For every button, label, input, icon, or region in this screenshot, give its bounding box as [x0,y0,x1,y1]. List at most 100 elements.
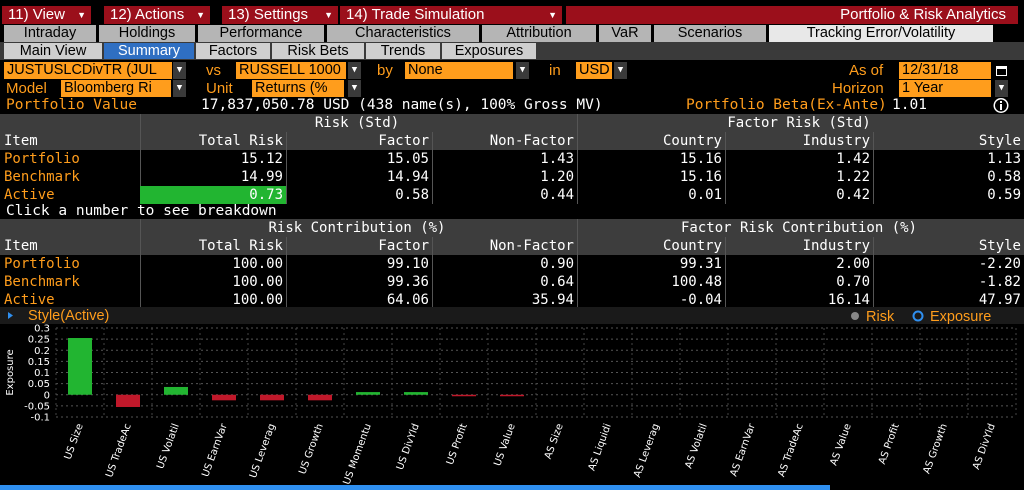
table-cell[interactable]: 100.00 [232,256,283,272]
table-cell[interactable]: 15.16 [679,151,722,167]
x-tick-label: US Leverag [248,422,278,479]
table-cell[interactable]: -2.20 [978,256,1021,272]
table-cell[interactable]: 99.31 [679,256,722,272]
tab-var[interactable]: VaR [599,25,651,42]
currency-select[interactable]: USD [576,62,612,79]
risk-std-group-label: Risk (Std) [314,115,400,131]
unit-select[interactable]: Returns (% [252,80,344,97]
table-cell[interactable]: 1.13 [987,151,1021,167]
menu-settings-label: 13) Settings [228,6,309,23]
col-item: Item [4,238,38,254]
as-of-date-field[interactable]: 12/31/18 [899,62,991,79]
subtab-trends[interactable]: Trends [366,43,440,59]
subtab-risk-bets[interactable]: Risk Bets [272,43,364,59]
col-country: Country [662,238,722,254]
tab-characteristics[interactable]: Characteristics [327,25,479,42]
table-cell[interactable]: 0.59 [987,187,1021,203]
x-tick-label: US DivYld [395,422,422,471]
chevron-down-icon[interactable]: ▼ [348,80,361,97]
x-tick-label: AS DivYld [971,422,998,471]
menu-trade-simulation[interactable]: 14) Trade Simulation ▼ [340,6,562,24]
x-tick-label: AS Leverag [632,422,662,479]
table-cell[interactable]: 2.00 [836,256,870,272]
subtab-main-view[interactable]: Main View [4,43,102,59]
table-cell[interactable]: 0.58 [987,169,1021,185]
table-cell[interactable]: -0.04 [679,292,722,308]
tab-performance[interactable]: Performance [198,25,324,42]
col-style: Style [978,133,1021,149]
table-cell[interactable]: 64.06 [386,292,429,308]
menu-view[interactable]: 11) View ▼ [2,6,91,24]
click-hint-row: Click a number to see breakdown [0,203,1024,221]
chevron-down-icon[interactable]: ▼ [173,80,186,97]
model-select[interactable]: Bloomberg Ri [61,80,171,97]
risk-contribution-group-label: Risk Contribution (%) [268,220,446,236]
table-cell[interactable]: 0.01 [688,187,722,203]
chevron-down-icon[interactable]: ▼ [995,80,1008,97]
x-tick-label: AS Size [543,422,566,460]
table-cell[interactable]: 1.20 [540,169,574,185]
main-tabs: Intraday Holdings Performance Characteri… [0,24,1024,42]
col-industry: Industry [802,238,870,254]
row-label: Portfolio [4,256,80,272]
table-cell[interactable]: 1.22 [836,169,870,185]
table-row: Active 0.73 0.58 0.44 0.01 0.42 0.59 [0,186,1024,204]
subtab-factors[interactable]: Factors [196,43,270,59]
row-label: Benchmark [4,169,80,185]
info-icon[interactable] [991,97,1011,114]
table-cell[interactable]: 1.42 [836,151,870,167]
benchmark-select[interactable]: RUSSELL 1000 [236,62,346,79]
table-cell[interactable]: 16.14 [827,292,870,308]
calendar-icon[interactable] [995,62,1008,79]
sub-tabs: Main View Summary Factors Risk Bets Tren… [0,42,1024,60]
table-cell[interactable]: 0.90 [540,256,574,272]
tab-tracking-error-volatility[interactable]: Tracking Error/Volatility [769,25,993,42]
table-cell[interactable]: 15.12 [240,151,283,167]
tab-intraday[interactable]: Intraday [4,25,96,42]
table-cell[interactable]: 0.70 [836,274,870,290]
table-cell[interactable]: 100.00 [232,274,283,290]
row-label: Portfolio [4,151,80,167]
horizon-select[interactable]: 1 Year [899,80,991,97]
subtab-exposures[interactable]: Exposures [442,43,536,59]
menu-settings[interactable]: 13) Settings ▼ [222,6,338,24]
chevron-down-icon[interactable]: ▼ [516,62,529,79]
y-tick-label: 0.25 [28,335,50,346]
table-cell[interactable]: -1.82 [978,274,1021,290]
chevron-down-icon[interactable]: ▼ [348,62,361,79]
table-cell[interactable]: 47.97 [978,292,1021,308]
x-tick-label: US Momentu [342,422,374,486]
tab-holdings[interactable]: Holdings [99,25,195,42]
menu-actions[interactable]: 12) Actions ▼ [104,6,210,24]
col-total-risk: Total Risk [198,133,283,149]
portfolio-value: 17,837,050.78 USD (438 name(s), 100% Gro… [201,97,603,113]
table-cell[interactable]: 0.44 [540,187,574,203]
table-cell[interactable]: 0.58 [395,187,429,203]
triangle-right-icon [8,312,13,319]
chevron-down-icon: ▼ [196,10,205,20]
tab-attribution[interactable]: Attribution [482,25,596,42]
table-cell[interactable]: 15.05 [386,151,429,167]
tab-scenarios[interactable]: Scenarios [654,25,766,42]
x-tick-label: US EarnVar [200,421,230,478]
table-cell[interactable]: 14.99 [240,169,283,185]
y-tick-label: 0.1 [34,368,50,379]
table-cell[interactable]: 99.10 [386,256,429,272]
table-cell[interactable]: 14.94 [386,169,429,185]
selector-row-1: JUSTUSLCDivTR (JUL ▼ vs RUSSELL 1000 ▼ b… [0,61,1024,79]
table-cell[interactable]: 100.00 [232,292,283,308]
table-cell[interactable]: 100.48 [671,274,722,290]
table-cell[interactable]: 0.42 [836,187,870,203]
table-cell[interactable]: 15.16 [679,169,722,185]
chevron-down-icon[interactable]: ▼ [614,62,627,79]
table-cell[interactable]: 1.43 [540,151,574,167]
subtab-summary[interactable]: Summary [104,43,194,59]
table-cell[interactable]: 99.36 [386,274,429,290]
portfolio-select[interactable]: JUSTUSLCDivTR (JUL [4,62,172,79]
table-cell[interactable]: 0.64 [540,274,574,290]
factor-risk-contribution-group-label: Factor Risk Contribution (%) [680,220,917,236]
table-cell[interactable]: 35.94 [531,292,574,308]
chevron-down-icon[interactable]: ▼ [173,62,186,79]
table-cell[interactable]: 0.73 [140,186,286,204]
by-select[interactable]: None [405,62,513,79]
